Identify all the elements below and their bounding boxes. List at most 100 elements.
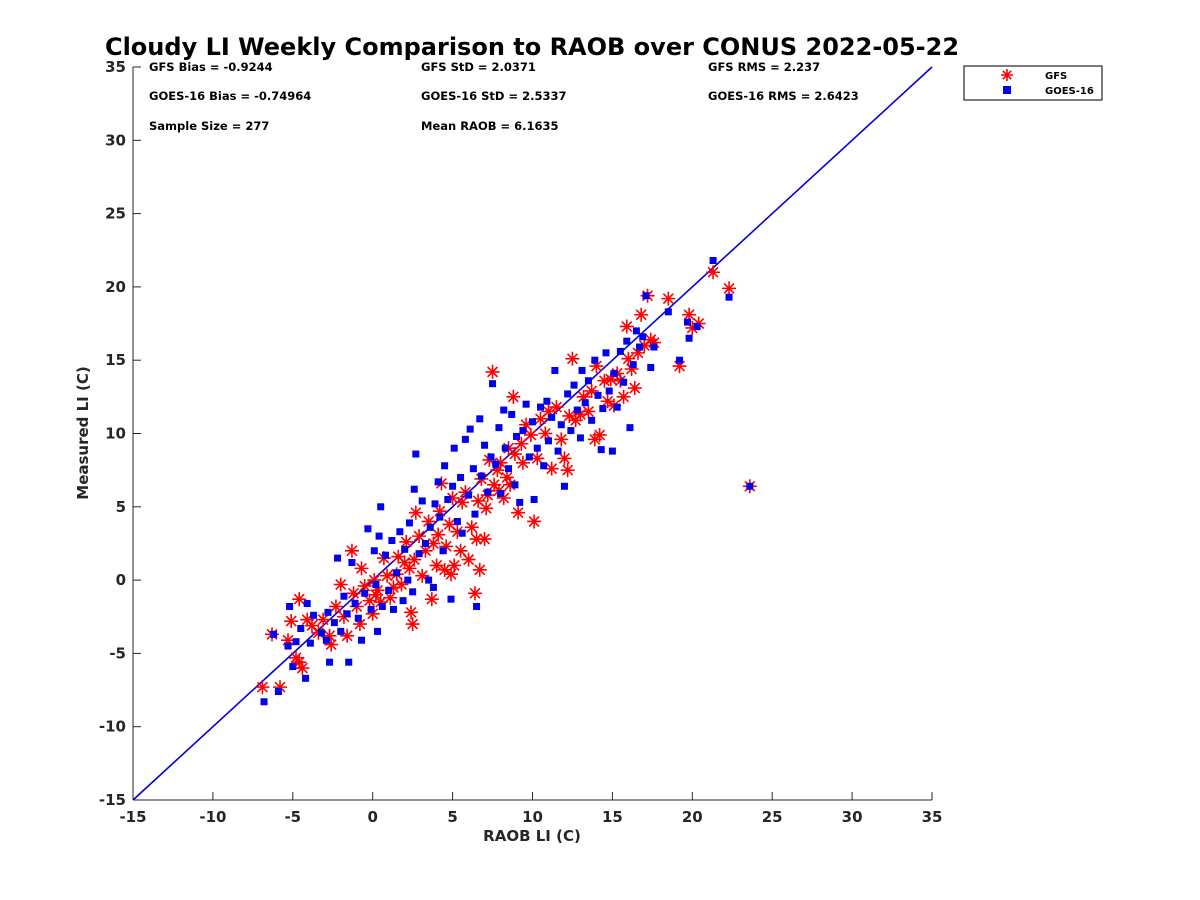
gfs-point xyxy=(538,426,553,441)
goes-16-point xyxy=(489,380,497,388)
goes-16-point xyxy=(487,453,495,461)
gfs-point xyxy=(408,505,423,520)
gfs-point xyxy=(706,265,721,280)
y-tick-label: 15 xyxy=(105,351,126,369)
gfs-point xyxy=(362,593,377,608)
goes-16-point xyxy=(469,465,477,473)
gfs-point xyxy=(496,491,511,506)
gfs-point xyxy=(288,650,303,665)
goes-16-point xyxy=(620,378,628,386)
goes-16-point xyxy=(343,610,351,618)
goes-16-point xyxy=(381,551,389,559)
goes-16-point xyxy=(425,576,433,584)
goes-16-point xyxy=(551,366,559,374)
gfs-point xyxy=(544,461,559,476)
goes-16-point xyxy=(449,482,457,490)
goes-16-point xyxy=(330,619,338,627)
gfs-point xyxy=(682,307,697,322)
gfs-point xyxy=(557,451,572,466)
goes-16-point xyxy=(453,517,461,525)
goes-16-point xyxy=(685,334,693,342)
gfs-point xyxy=(541,404,556,419)
gfs-point xyxy=(424,592,439,607)
goes-16-point xyxy=(533,444,541,452)
gfs-point xyxy=(471,493,486,508)
legend: GFS GOES-16 xyxy=(963,65,1103,101)
gfs-point xyxy=(431,527,446,542)
goes-16-point xyxy=(457,473,465,481)
gfs-point xyxy=(365,606,380,621)
gfs-point xyxy=(511,505,526,520)
gfs-point xyxy=(584,383,599,398)
gfs-point xyxy=(300,612,315,627)
goes-16-point xyxy=(354,614,362,622)
gfs-point xyxy=(399,534,414,549)
goes-16-point xyxy=(508,410,516,418)
gfs-point xyxy=(514,436,529,451)
gfs-point xyxy=(589,359,604,374)
goes-16-point xyxy=(405,519,413,527)
series-gfs xyxy=(255,265,757,695)
gfs-point xyxy=(437,562,452,577)
goes-16-point xyxy=(725,293,733,301)
x-tick-label: -15 xyxy=(119,808,146,826)
gfs-point xyxy=(479,501,494,516)
goes-16-point xyxy=(576,434,584,442)
gfs-point xyxy=(672,359,687,374)
gfs-point xyxy=(507,447,522,462)
goes-16-point xyxy=(497,490,505,498)
goes-16-point xyxy=(481,441,489,449)
gfs-point xyxy=(439,539,454,554)
y-tick-label: 10 xyxy=(105,425,126,443)
goes-16-point xyxy=(567,427,575,435)
goes-16-point xyxy=(522,400,530,408)
gfs-point xyxy=(450,524,465,539)
goes-16-point xyxy=(396,528,404,536)
x-tick-label: -5 xyxy=(284,808,301,826)
x-tick-label: 15 xyxy=(602,808,623,826)
x-tick-label: 30 xyxy=(842,808,863,826)
goes-16-point xyxy=(629,361,637,369)
y-tick-label: 25 xyxy=(105,205,126,223)
y-tick-label: 30 xyxy=(105,131,126,149)
goes-16-point xyxy=(409,588,417,596)
stat-gfs-bias: GFS Bias = -0.9244 xyxy=(149,60,273,74)
gfs-point xyxy=(380,568,395,583)
x-axis-label: RAOB LI (C) xyxy=(483,827,581,845)
goes-16-point xyxy=(548,413,556,421)
goes-16-point xyxy=(434,478,442,486)
gfs-point xyxy=(397,555,412,570)
gfs-point xyxy=(562,408,577,423)
goes-16-point xyxy=(367,605,375,613)
legend-gfs-label: GFS xyxy=(1045,71,1067,82)
gfs-point xyxy=(573,407,588,422)
gfs-point xyxy=(621,351,636,366)
legend-goes-marker xyxy=(1003,86,1011,94)
gfs-point xyxy=(490,463,505,478)
gfs-point xyxy=(442,517,457,532)
stat-mean-raob: Mean RAOB = 6.1635 xyxy=(421,119,559,133)
goes-16-point xyxy=(302,674,310,682)
goes-16-point xyxy=(429,583,437,591)
goes-16-point xyxy=(418,497,426,505)
gfs-point xyxy=(549,400,564,415)
stat-gfs-std: GFS StD = 2.0371 xyxy=(421,60,536,74)
goes-16-point xyxy=(525,453,533,461)
gfs-point xyxy=(637,338,652,353)
gfs-point xyxy=(565,351,580,366)
gfs-point xyxy=(634,307,649,322)
goes-16-point xyxy=(358,636,366,644)
gfs-point xyxy=(477,532,492,547)
axes: -15 -10 -5 0 5 10 15 20 25 30 35 -15 -10 -5 0 5 10 15 20 2… xyxy=(99,58,943,826)
goes-16-point xyxy=(345,658,353,666)
legend-box xyxy=(963,65,1103,101)
gfs-point xyxy=(597,373,612,388)
x-tick-label: -10 xyxy=(199,808,226,826)
goes-16-point xyxy=(404,576,412,584)
goes-16-point xyxy=(393,569,401,577)
x-tick-label: 35 xyxy=(922,808,943,826)
gfs-point xyxy=(523,427,538,442)
gfs-point xyxy=(383,590,398,605)
goes-16-point xyxy=(616,347,624,355)
goes-16-point xyxy=(436,513,444,521)
